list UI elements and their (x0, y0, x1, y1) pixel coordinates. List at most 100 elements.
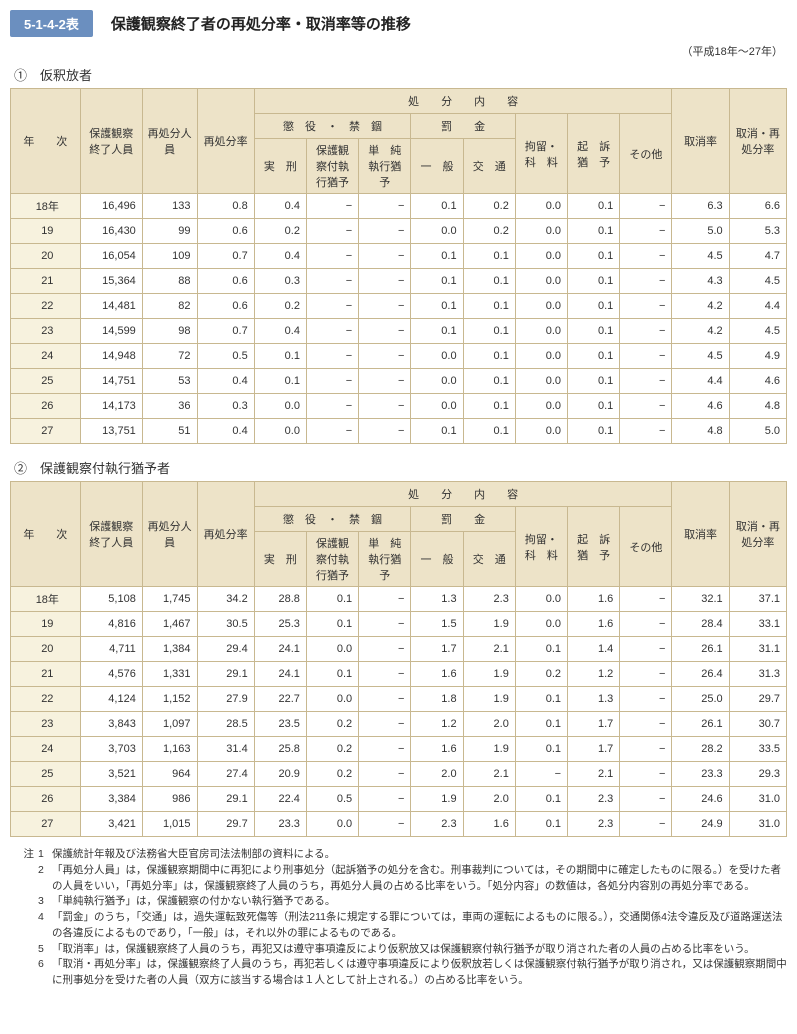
cell: 0.1 (515, 812, 567, 837)
cell: 4,711 (80, 637, 142, 662)
cell: 4.5 (729, 269, 786, 294)
cell: 0.0 (306, 812, 358, 837)
cell: 0.2 (306, 712, 358, 737)
cell: 4,576 (80, 662, 142, 687)
cell: 5.0 (729, 419, 786, 444)
cell: − (359, 712, 411, 737)
cell: 0.1 (463, 419, 515, 444)
cell: 3,843 (80, 712, 142, 737)
cell: − (620, 194, 672, 219)
cell: 0.1 (306, 587, 358, 612)
col-g1: 処 分 内 容 (254, 89, 672, 114)
cell: 0.5 (197, 344, 254, 369)
cell: 28.2 (672, 737, 729, 762)
cell: 22.7 (254, 687, 306, 712)
cell: 1.9 (463, 612, 515, 637)
col-c5: 起 訴猶 予 (568, 114, 620, 194)
cell: − (359, 637, 411, 662)
cell: 18年 (11, 194, 81, 219)
cell: − (359, 812, 411, 837)
cell: 1,163 (142, 737, 197, 762)
cell: − (306, 369, 358, 394)
col-g2: 懲 役 ・ 禁 錮 (254, 114, 411, 139)
cell: 28.5 (197, 712, 254, 737)
cell: 29.7 (729, 687, 786, 712)
cell: 2.3 (411, 812, 463, 837)
cell: 23 (11, 712, 81, 737)
cell: 2.0 (463, 712, 515, 737)
cell: 23 (11, 319, 81, 344)
table-section1: 年 次 保護観察終了人員 再処分人 員 再処分率 処 分 内 容 取消率 取消・… (10, 88, 787, 444)
cell: 1.9 (463, 737, 515, 762)
cell: − (620, 394, 672, 419)
cell: 0.0 (515, 587, 567, 612)
cell: − (359, 344, 411, 369)
cell: 21 (11, 662, 81, 687)
cell: 27.4 (197, 762, 254, 787)
col-c2: 再処分人 員 (142, 482, 197, 587)
table-body-1: 18年16,4961330.80.4−−0.10.20.00.1−6.36.61… (11, 194, 787, 444)
cell: 0.1 (568, 344, 620, 369)
cell: 0.5 (306, 787, 358, 812)
cell: 1,331 (142, 662, 197, 687)
cell: 1,015 (142, 812, 197, 837)
cell: 0.0 (515, 194, 567, 219)
table-body-2: 18年5,1081,74534.228.80.1−1.32.30.01.6−32… (11, 587, 787, 837)
cell: − (620, 662, 672, 687)
cell: 0.0 (515, 394, 567, 419)
cell: − (359, 369, 411, 394)
cell: 1.7 (411, 637, 463, 662)
note-num: 1 (38, 847, 52, 863)
cell: 21 (11, 269, 81, 294)
cell: 1.2 (411, 712, 463, 737)
cell: 0.1 (463, 244, 515, 269)
cell: 31.0 (729, 787, 786, 812)
note-num: 4 (38, 910, 52, 942)
section1-label: ① 仮釈放者 (14, 65, 787, 84)
cell: 109 (142, 244, 197, 269)
cell: 2.1 (568, 762, 620, 787)
cell: 4.2 (672, 294, 729, 319)
cell: 0.6 (197, 269, 254, 294)
note-num: 2 (38, 863, 52, 895)
table-row: 214,5761,33129.124.10.1−1.61.90.21.2−26.… (11, 662, 787, 687)
cell: 0.2 (463, 194, 515, 219)
cell: 133 (142, 194, 197, 219)
col-s4: 一 般 (411, 139, 463, 194)
cell: 88 (142, 269, 197, 294)
cell: 0.0 (515, 244, 567, 269)
cell: 0.1 (463, 269, 515, 294)
note-text: 「単純執行猶予」は，保護観察の付かない執行猶予である。 (52, 894, 787, 910)
cell: 4.5 (672, 344, 729, 369)
cell: 25 (11, 762, 81, 787)
cell: 33.5 (729, 737, 786, 762)
cell: 19 (11, 219, 81, 244)
cell: − (359, 269, 411, 294)
col-c4: 拘留・科 料 (515, 507, 567, 587)
cell: 0.1 (463, 294, 515, 319)
cell: 4.6 (672, 394, 729, 419)
cell: − (306, 219, 358, 244)
note-num: 6 (38, 957, 52, 989)
cell: 0.0 (515, 369, 567, 394)
cell: 3,421 (80, 812, 142, 837)
cell: 0.1 (463, 344, 515, 369)
cell: 0.4 (254, 194, 306, 219)
cell: 0.1 (411, 319, 463, 344)
cell: 14,481 (80, 294, 142, 319)
cell: − (306, 269, 358, 294)
cell: − (359, 687, 411, 712)
note-row: 2「再処分人員」は，保護観察期間中に再犯により刑事処分（起訴猶予の処分を含む。刑… (10, 863, 787, 895)
cell: − (359, 419, 411, 444)
cell: 964 (142, 762, 197, 787)
cell: 2.0 (411, 762, 463, 787)
col-s5: 交 通 (463, 139, 515, 194)
cell: 3,521 (80, 762, 142, 787)
col-c3: 再処分率 (197, 89, 254, 194)
cell: 25.0 (672, 687, 729, 712)
cell: 0.1 (515, 712, 567, 737)
cell: − (620, 419, 672, 444)
note-num: 5 (38, 942, 52, 958)
cell: 0.1 (568, 244, 620, 269)
cell: 0.0 (515, 319, 567, 344)
